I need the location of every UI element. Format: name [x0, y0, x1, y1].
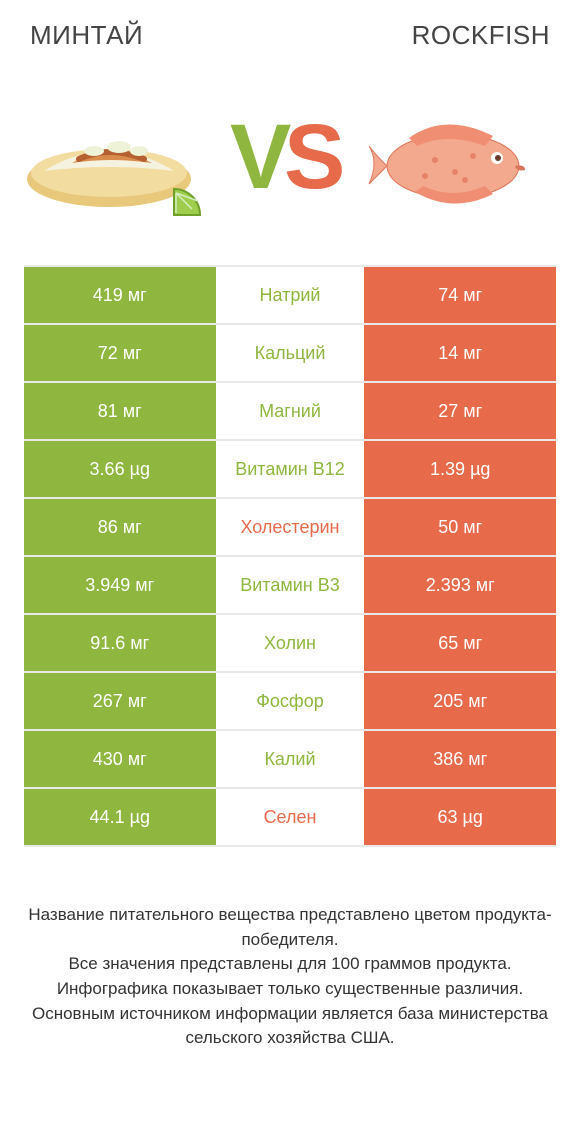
right-value-cell: 2.393 мг — [364, 557, 556, 613]
right-value-cell: 1.39 µg — [364, 441, 556, 497]
right-value-cell: 65 мг — [364, 615, 556, 671]
left-value-cell: 419 мг — [24, 267, 216, 323]
nutrient-name: Кальций — [216, 325, 365, 381]
left-value-cell: 3.66 µg — [24, 441, 216, 497]
left-value-cell: 3.949 мг — [24, 557, 216, 613]
table-row: 91.6 мгХолин65 мг — [24, 615, 556, 673]
table-row: 81 мгМагний27 мг — [24, 383, 556, 441]
svg-text:S: S — [284, 106, 345, 208]
left-value-cell: 86 мг — [24, 499, 216, 555]
nutrient-name: Холин — [216, 615, 365, 671]
footer-notes: Название питательного вещества представл… — [24, 903, 556, 1051]
vs-label: V S — [222, 106, 352, 216]
hero-row: V S — [24, 101, 556, 221]
left-value-cell: 430 мг — [24, 731, 216, 787]
left-value-cell: 81 мг — [24, 383, 216, 439]
footer-line: Все значения представлены для 100 граммо… — [28, 952, 552, 977]
right-value-cell: 74 мг — [364, 267, 556, 323]
right-value-cell: 63 µg — [364, 789, 556, 845]
table-row: 267 мгФосфор205 мг — [24, 673, 556, 731]
header-row: МИНТАЙ ROCKFISH — [24, 20, 556, 51]
nutrient-name: Холестерин — [216, 499, 365, 555]
right-product-title: ROCKFISH — [412, 20, 550, 51]
table-row: 44.1 µgСелен63 µg — [24, 789, 556, 847]
left-value-cell: 91.6 мг — [24, 615, 216, 671]
left-value-cell: 267 мг — [24, 673, 216, 729]
right-value-cell: 205 мг — [364, 673, 556, 729]
left-product-title: МИНТАЙ — [30, 20, 143, 51]
left-product-image — [24, 101, 214, 221]
footer-line: Основным источником информации является … — [28, 1002, 552, 1051]
left-value-cell: 72 мг — [24, 325, 216, 381]
table-row: 3.949 мгВитамин B32.393 мг — [24, 557, 556, 615]
right-product-image — [360, 101, 550, 221]
right-value-cell: 14 мг — [364, 325, 556, 381]
nutrient-name: Витамин B12 — [216, 441, 365, 497]
table-row: 430 мгКалий386 мг — [24, 731, 556, 789]
footer-line: Название питательного вещества представл… — [28, 903, 552, 952]
footer-line: Инфографика показывает только существенн… — [28, 977, 552, 1002]
right-value-cell: 27 мг — [364, 383, 556, 439]
table-row: 3.66 µgВитамин B121.39 µg — [24, 441, 556, 499]
table-row: 419 мгНатрий74 мг — [24, 267, 556, 325]
table-row: 86 мгХолестерин50 мг — [24, 499, 556, 557]
nutrient-name: Магний — [216, 383, 365, 439]
svg-text:V: V — [230, 106, 291, 208]
nutrient-name: Натрий — [216, 267, 365, 323]
left-value-cell: 44.1 µg — [24, 789, 216, 845]
nutrient-name: Селен — [216, 789, 365, 845]
nutrient-name: Витамин B3 — [216, 557, 365, 613]
right-value-cell: 50 мг — [364, 499, 556, 555]
nutrition-table: 419 мгНатрий74 мг72 мгКальций14 мг81 мгМ… — [24, 265, 556, 847]
right-value-cell: 386 мг — [364, 731, 556, 787]
nutrient-name: Фосфор — [216, 673, 365, 729]
table-row: 72 мгКальций14 мг — [24, 325, 556, 383]
nutrient-name: Калий — [216, 731, 365, 787]
